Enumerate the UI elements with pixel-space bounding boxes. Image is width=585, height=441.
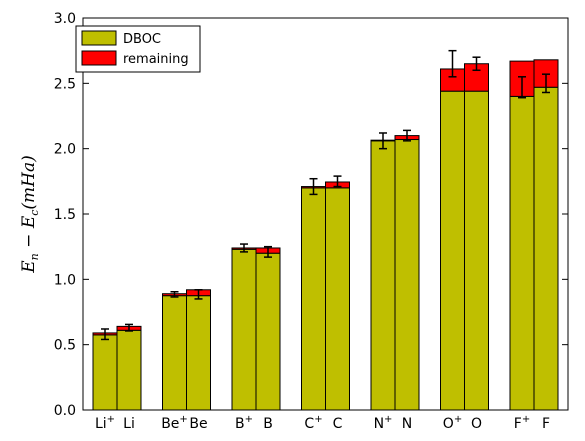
- errorbar-B+: [240, 243, 248, 253]
- errorbar-C: [333, 175, 342, 188]
- x-axis: Li+ Li Be+ Be B+ B C+ C N+ N O+ O F+ F: [95, 414, 550, 432]
- bar-dboc-C+: [301, 187, 326, 411]
- x-tick-label: B+: [235, 414, 253, 432]
- x-tick-label: B: [263, 416, 273, 432]
- x-tick-label: C: [333, 416, 343, 432]
- x-tick-label: Li: [123, 416, 135, 432]
- bar-dboc-B: [255, 252, 281, 411]
- y-tick-label: 1.5: [54, 207, 76, 223]
- x-tick-label: F: [542, 416, 550, 432]
- bar-dboc-C: [325, 187, 350, 411]
- bars-layer: [92, 59, 559, 411]
- errorbar-F: [542, 73, 550, 94]
- x-tick-label: N: [402, 416, 412, 432]
- legend-label-remaining: remaining: [123, 52, 189, 67]
- bar-dboc-O+: [440, 90, 465, 411]
- x-tick-label: N+: [374, 414, 393, 432]
- y-tick-label: 1.0: [54, 272, 76, 288]
- errorbar-C+: [309, 177, 318, 196]
- errorbar-F+: [518, 76, 526, 99]
- x-tick-label: Be: [189, 416, 207, 432]
- bar-dboc-Li: [116, 329, 142, 411]
- x-tick-label: F+: [514, 414, 530, 432]
- bar-dboc-F: [533, 86, 559, 411]
- errorbar-Be+: [170, 290, 179, 298]
- y-tick-label: 2.0: [54, 142, 76, 158]
- bar-dboc-Li+: [92, 334, 118, 411]
- bar-dboc-N+: [370, 140, 396, 411]
- errorbar-O+: [448, 49, 457, 78]
- legend-label-dboc: DBOC: [123, 32, 161, 47]
- bar-dboc-B+: [231, 248, 257, 411]
- y-tick-label: 0.0: [54, 403, 76, 419]
- x-tick-label: O: [471, 416, 482, 432]
- bar-dboc-N: [394, 139, 420, 411]
- legend-swatch-dboc: [81, 30, 117, 46]
- errorbar-N+: [379, 132, 387, 150]
- x-tick-label: Be+: [161, 414, 188, 432]
- errorbars-layer: [101, 49, 550, 341]
- y-tick-label: 3.0: [54, 11, 76, 27]
- errorbar-O: [472, 56, 481, 72]
- errorbar-N: [403, 129, 411, 142]
- bar-dboc-Be+: [162, 295, 187, 411]
- y-axis-label: En − Ec(mHa): [19, 155, 41, 274]
- errorbar-Be: [194, 289, 203, 300]
- bar-dboc-O: [464, 90, 489, 411]
- x-tick-label: C+: [304, 414, 322, 432]
- errorbar-Li+: [101, 328, 109, 341]
- y-tick-label: 2.5: [54, 76, 76, 92]
- errorbar-B: [264, 245, 272, 258]
- x-tick-label: O+: [443, 414, 462, 432]
- legend-swatch-remaining: [81, 50, 117, 66]
- y-tick-label: 0.5: [54, 338, 76, 354]
- errorbar-Li: [125, 323, 133, 332]
- x-tick-label: Li+: [95, 414, 115, 432]
- bar-dboc-F+: [509, 95, 535, 411]
- legend: DBOC remaining: [75, 25, 201, 73]
- y-axis: 0.0 0.5 1.0 1.5 2.0 2.5 3.0: [54, 11, 568, 419]
- bar-dboc-Be: [186, 295, 211, 411]
